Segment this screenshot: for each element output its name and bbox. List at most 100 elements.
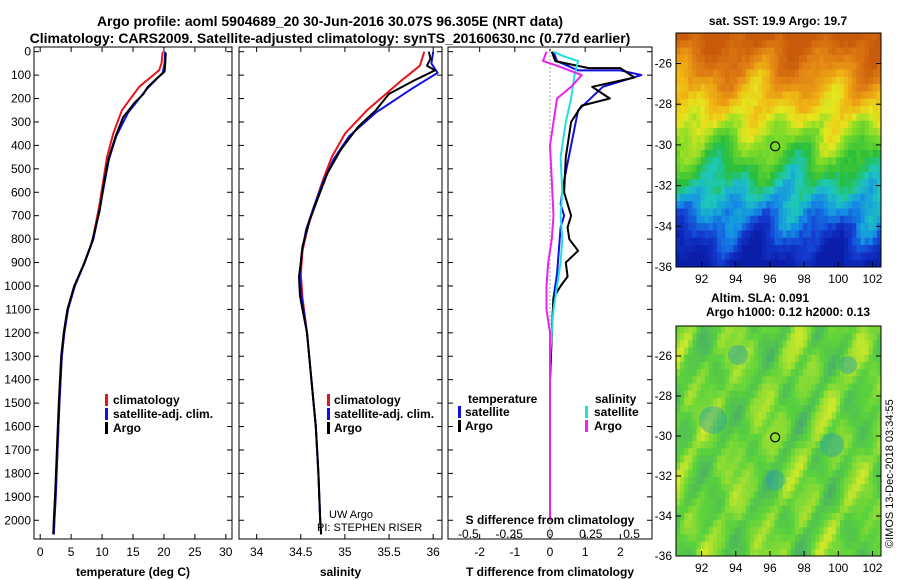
heatmap-cell (823, 91, 829, 100)
heatmap-cell (721, 106, 726, 114)
heatmap-cell (803, 259, 808, 268)
heatmap-cell (700, 376, 706, 384)
heatmap-cell (737, 491, 743, 499)
heatmap-cell (778, 215, 784, 224)
heatmap-cell (721, 412, 726, 420)
heatmap-cell (856, 113, 861, 122)
heatmap-cell (819, 326, 825, 334)
heatmap-cell (778, 397, 784, 406)
heatmap-cell (733, 62, 738, 71)
heatmap-cell (745, 390, 751, 399)
heatmap-cell (778, 223, 784, 231)
heatmap-cell (753, 128, 759, 136)
heatmap-cell (782, 128, 788, 136)
heatmap-cell (786, 252, 792, 261)
heatmap-cell (819, 498, 825, 507)
heatmap-cell (848, 405, 853, 413)
heatmap-cell (844, 69, 849, 78)
heatmap-cell (729, 47, 734, 56)
heatmap-cell (676, 412, 681, 420)
x-tick-label: 25 (188, 545, 202, 559)
heatmap-cell (766, 98, 771, 107)
heatmap-cell (696, 84, 702, 92)
heatmap-cell (823, 135, 829, 144)
heatmap-cell (807, 237, 812, 246)
heatmap-cell (733, 237, 738, 246)
heatmap-cell (700, 98, 706, 107)
heatmap-cell (725, 383, 730, 392)
heatmap-cell (811, 361, 816, 370)
heatmap-cell (860, 361, 866, 370)
heatmap-cell (737, 448, 743, 456)
heatmap-cell (803, 128, 808, 136)
heatmap-cell (852, 448, 857, 456)
heatmap-cell (852, 376, 857, 384)
heatmap-cell (692, 157, 697, 166)
heatmap-cell (749, 433, 755, 442)
heatmap-cell (831, 419, 837, 428)
heatmap-cell (741, 47, 747, 56)
heatmap-cell (811, 84, 816, 92)
heatmap-cell (766, 534, 771, 543)
heatmap-cell (737, 455, 743, 464)
heatmap-cell (704, 441, 710, 449)
heatmap-cell (749, 245, 755, 253)
heatmap-cell (688, 201, 693, 209)
heatmap-cell (811, 426, 816, 435)
heatmap-cell (872, 520, 878, 528)
heatmap-cell (876, 84, 882, 92)
heatmap-cell (823, 215, 829, 224)
heatmap-cell (745, 223, 751, 231)
heatmap-cell (868, 433, 874, 442)
heatmap-cell (753, 193, 759, 202)
heatmap-cell (749, 171, 755, 180)
heatmap-cell (745, 113, 751, 122)
heatmap-cell (725, 186, 730, 195)
heatmap-cell (803, 397, 808, 406)
argo-location-marker (770, 141, 781, 152)
heatmap-cell (835, 455, 841, 464)
heatmap-cell (717, 390, 722, 399)
heatmap-cell (803, 76, 808, 85)
heatmap-cell (684, 383, 689, 392)
heatmap-cell (676, 33, 681, 41)
heatmap-cell (803, 347, 808, 356)
heatmap-cell (766, 340, 771, 349)
heatmap-cell (725, 426, 730, 435)
heatmap-cell (852, 76, 857, 85)
heatmap-cell (807, 135, 812, 144)
heatmap-cell (876, 208, 882, 217)
heatmap-cell (758, 230, 763, 239)
heatmap-cell (815, 433, 820, 442)
heatmap-cell (864, 498, 870, 507)
heatmap-cell (753, 433, 759, 442)
heatmap-cell (799, 548, 804, 557)
heatmap-cell (807, 541, 812, 550)
heatmap-cell (741, 208, 747, 217)
heatmap-cell (823, 491, 829, 499)
heatmap-cell (762, 113, 767, 122)
heatmap-cell (811, 208, 816, 217)
heatmap-cell (848, 171, 853, 180)
heatmap-cell (717, 76, 722, 85)
heatmap-cell (794, 498, 800, 507)
heatmap-cell (749, 347, 755, 356)
heatmap-cell (815, 84, 820, 92)
heatmap-cell (741, 455, 747, 464)
heatmap-cell (733, 505, 738, 514)
heatmap-cell (708, 208, 714, 217)
heatmap-cell (831, 405, 837, 413)
heatmap-cell (803, 419, 808, 428)
heatmap-cell (741, 186, 747, 195)
heatmap-cell (729, 230, 734, 239)
heatmap-cell (762, 354, 767, 363)
heatmap-cell (758, 157, 763, 166)
heatmap-cell (799, 484, 804, 492)
heatmap-cell (856, 54, 861, 63)
heatmap-cell (864, 201, 870, 209)
heatmap-cell (729, 347, 734, 356)
heatmap-cell (840, 369, 845, 377)
heatmap-cell (868, 441, 874, 449)
heatmap-cell (815, 128, 820, 136)
heatmap-cell (708, 223, 714, 231)
